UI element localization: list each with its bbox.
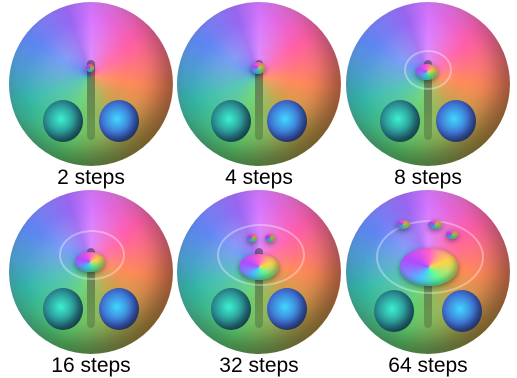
small-blob: [265, 234, 275, 242]
right-lobe: [267, 288, 307, 330]
center-blob: [75, 252, 105, 272]
left-lobe: [380, 100, 420, 142]
center-spot: [86, 64, 94, 72]
sphere-render: [9, 190, 173, 354]
left-lobe: [43, 100, 83, 142]
sphere-render: [346, 2, 510, 166]
small-blob: [396, 220, 410, 229]
ring-shading: [59, 230, 125, 280]
caption: 8 steps: [394, 166, 462, 189]
sphere-render: [177, 2, 341, 166]
stem-shading: [255, 60, 263, 140]
left-lobe: [211, 100, 251, 142]
sphere-render: [9, 2, 173, 166]
small-blob: [428, 220, 442, 229]
caption: 16 steps: [51, 354, 131, 377]
left-lobe: [211, 288, 251, 330]
caption: 4 steps: [225, 166, 293, 189]
right-lobe: [436, 100, 476, 142]
caption: 32 steps: [219, 354, 299, 377]
caption: 64 steps: [388, 354, 468, 377]
stem-shading: [424, 60, 432, 140]
caption: 2 steps: [57, 166, 125, 189]
stem-shading: [87, 60, 95, 140]
sphere-render: [177, 190, 341, 354]
center-blob: [400, 248, 458, 286]
right-lobe: [267, 100, 307, 142]
ring-shading: [217, 224, 305, 286]
left-lobe: [374, 290, 414, 332]
ring-shading: [404, 50, 452, 90]
right-lobe: [99, 100, 139, 142]
right-lobe: [442, 290, 482, 332]
center-blob: [416, 64, 438, 80]
stem-shading: [255, 248, 263, 328]
center-spot: [251, 62, 265, 74]
right-lobe: [99, 288, 139, 330]
small-blob: [446, 230, 458, 239]
center-blob: [239, 254, 279, 280]
stem-shading: [87, 248, 95, 328]
small-blob: [247, 234, 257, 242]
sphere-render: [346, 190, 510, 354]
left-lobe: [43, 288, 83, 330]
